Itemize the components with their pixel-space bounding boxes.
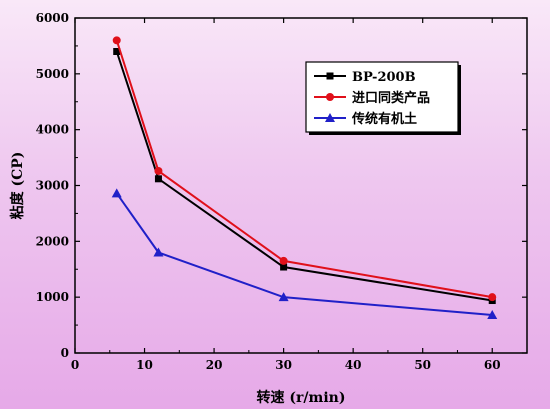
series-line (115, 40, 493, 299)
x-tick-label: 10 (136, 358, 153, 372)
series-line (115, 51, 493, 302)
y-tick-label: 3000 (36, 179, 69, 193)
y-tick-label: 4000 (36, 123, 69, 137)
x-axis-title: 转速 (r/min) (257, 389, 346, 406)
x-tick-label: 0 (71, 358, 79, 372)
series-layer (111, 36, 498, 320)
y-tick-label: 5000 (36, 67, 69, 81)
series-2 (112, 36, 497, 302)
x-tick-label: 60 (484, 358, 501, 372)
y-axis-title: 粘度 (CP) (9, 152, 26, 220)
series-line (115, 192, 493, 317)
legend-label: 进口同类产品 (352, 90, 430, 106)
point-marker (153, 247, 164, 257)
point-marker (325, 113, 335, 122)
y-tick-label: 2000 (36, 234, 69, 248)
point-marker (154, 175, 162, 183)
point-marker (111, 188, 122, 198)
y-tick-label: 1000 (36, 290, 69, 304)
series-3 (111, 188, 498, 320)
legend-label: BP-200B (352, 70, 416, 85)
point-marker (278, 292, 289, 302)
x-axis: 0 10 20 30 40 50 60 (71, 18, 501, 372)
x-tick-label: 50 (414, 358, 431, 372)
point-marker (112, 36, 121, 45)
y-tick-label: 0 (61, 346, 69, 360)
point-marker (154, 166, 163, 175)
point-marker (326, 72, 334, 80)
point-marker (488, 293, 497, 302)
point-marker (326, 93, 334, 101)
point-marker (280, 263, 288, 271)
x-tick-label: 40 (345, 358, 362, 372)
y-tick-label: 6000 (36, 11, 69, 25)
y-axis: 0 1000 2000 3000 4000 5000 6000 (36, 11, 527, 360)
x-tick-label: 20 (206, 358, 223, 372)
point-marker (487, 310, 498, 320)
x-tick-label: 30 (275, 358, 292, 372)
point-marker (113, 48, 121, 55)
legend-label: 传统有机土 (351, 111, 417, 127)
point-marker (279, 256, 288, 265)
